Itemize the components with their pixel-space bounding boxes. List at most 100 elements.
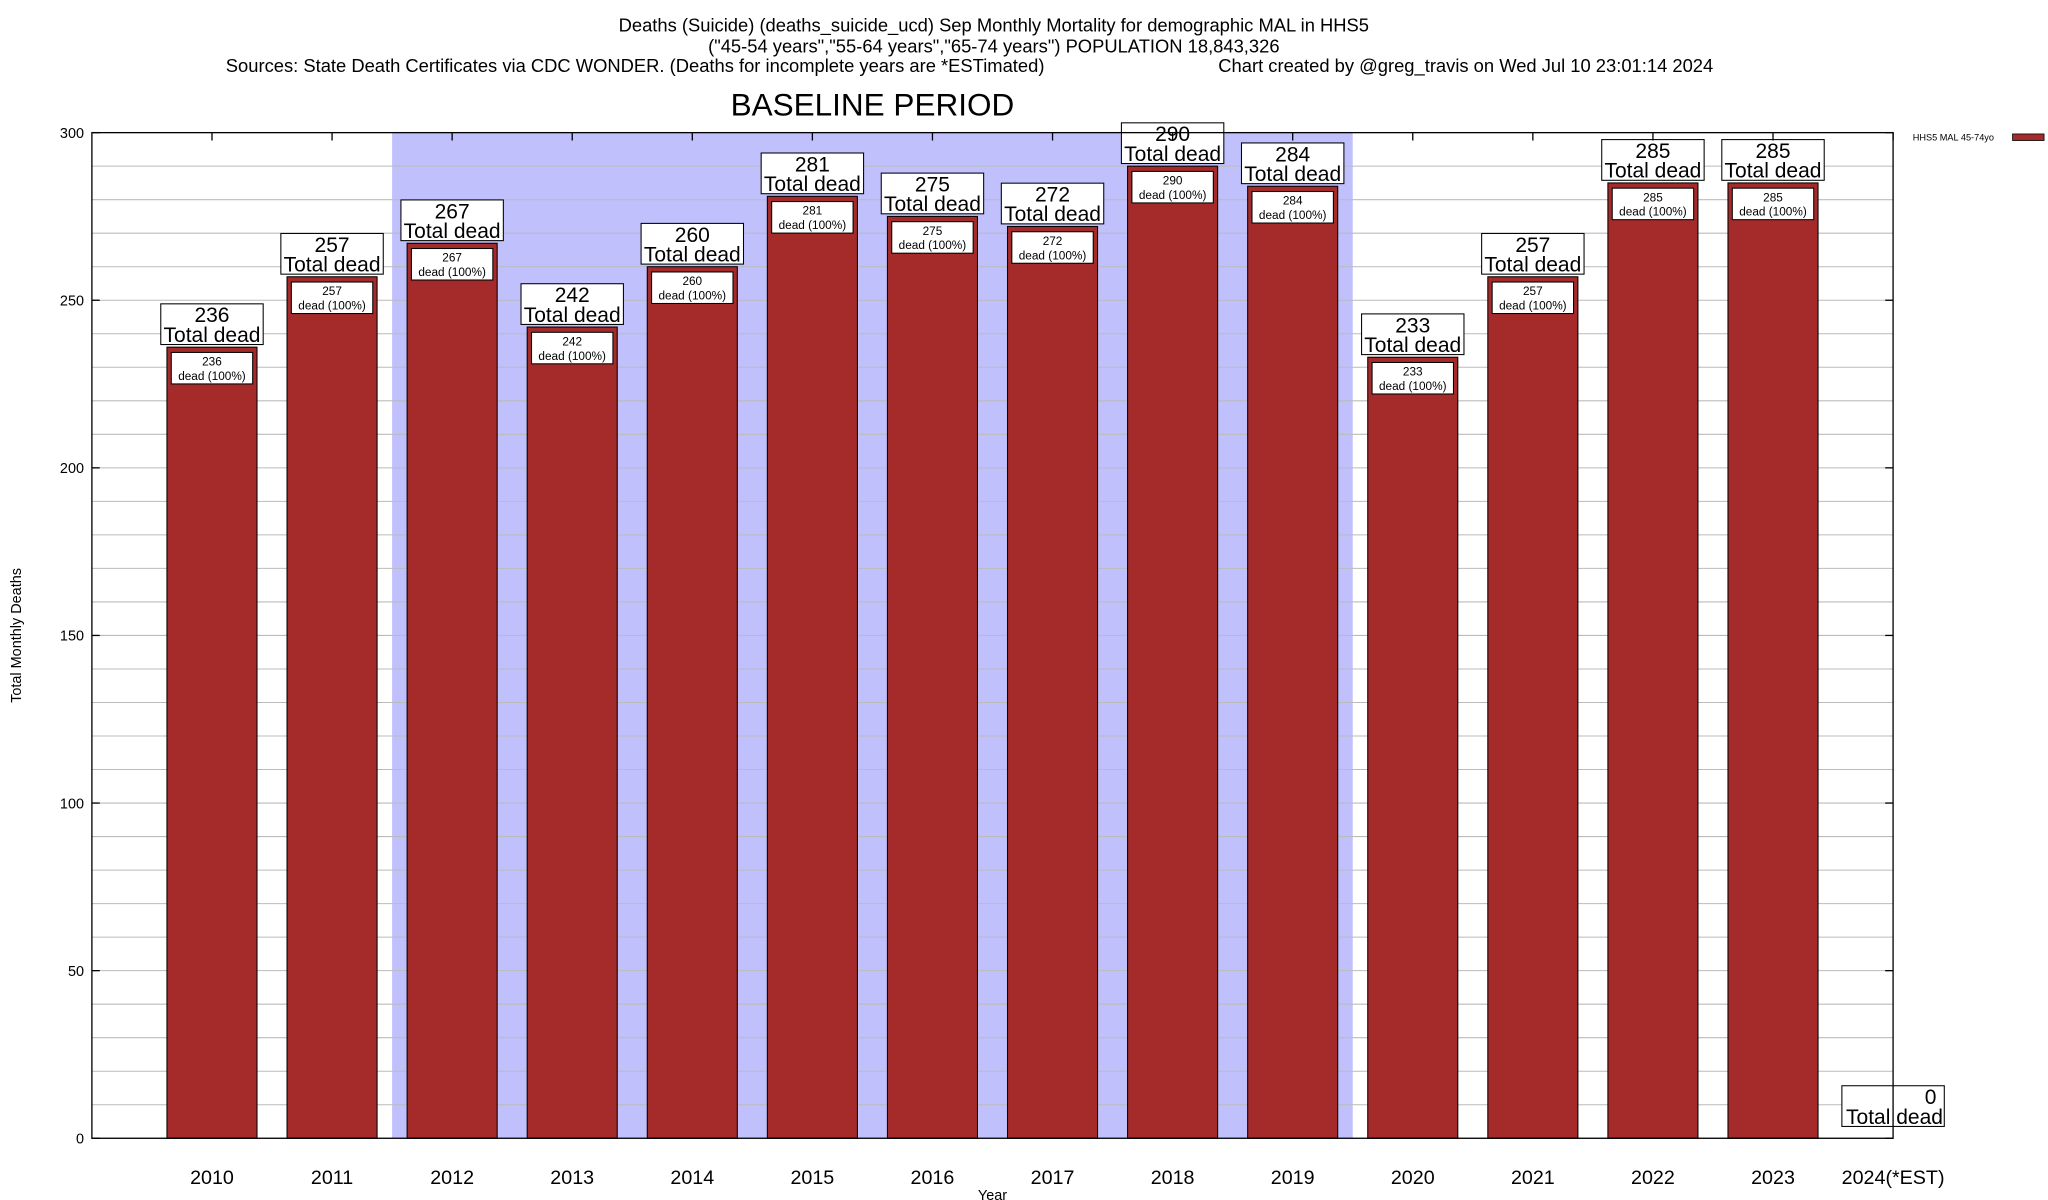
bar [1006, 225, 1099, 1139]
bar-top-value: 284 [1275, 143, 1310, 166]
bar-inner-label-box [410, 247, 494, 281]
bar-top-value: 0 [1925, 1086, 1937, 1109]
bar-inner-label: dead (100%) [779, 218, 847, 232]
x-tick-label: 2014 [670, 1167, 714, 1189]
bar-top-label-box [400, 199, 504, 242]
bar-inner-label-box [651, 271, 734, 305]
bar-inner-label: dead (100%) [1139, 188, 1207, 202]
bar-top-label-box [520, 283, 624, 325]
plot-border [91, 131, 1894, 1139]
bar-top-label-box [1000, 182, 1105, 225]
bar-inner-label-box [1251, 190, 1334, 224]
bar-top-label: Total dead [1484, 254, 1581, 277]
bar-top-label: Total dead [1846, 1106, 1943, 1129]
bar-inner-label: dead (100%) [1259, 208, 1327, 222]
bar-top-label: Total dead [1364, 334, 1461, 357]
bar [1367, 356, 1459, 1139]
bar-top-value: 257 [1515, 234, 1550, 257]
bar-top-label-box [1240, 142, 1345, 185]
bar-top-label-box [1721, 139, 1825, 181]
y-tick-label: 150 [60, 629, 84, 645]
legend-swatch [2012, 133, 2045, 141]
bar [886, 215, 979, 1139]
chart-sources: Sources: State Death Certificates via CD… [226, 55, 1045, 76]
bar-inner-label-box [1371, 361, 1454, 395]
bar [1487, 276, 1579, 1139]
bar [526, 326, 618, 1139]
bar-inner-label-box [170, 351, 254, 385]
bar-inner-value: 242 [562, 334, 582, 348]
bar-top-label: Total dead [1004, 203, 1101, 226]
bar-inner-label: dead (100%) [178, 369, 246, 383]
bar-inner-label-box [290, 281, 374, 315]
bar-top-value: 285 [1755, 140, 1790, 163]
bar-inner-value: 285 [1643, 190, 1663, 204]
bar-inner-value: 284 [1283, 194, 1303, 208]
bar-top-label: Total dead [524, 304, 621, 327]
bar-inner-label-box [891, 221, 974, 254]
bar-top-label-box [1601, 139, 1705, 181]
bar-inner-label: dead (100%) [298, 299, 366, 313]
x-tick-label: 2015 [790, 1167, 834, 1189]
x-tick-label: 2024(*EST) [1842, 1167, 1945, 1189]
bar-top-label: Total dead [1124, 143, 1221, 166]
chart-credit: Chart created by @greg_travis on Wed Jul… [1218, 55, 1713, 77]
x-tick-label: 2018 [1151, 1167, 1195, 1189]
bar-inner-value: 260 [682, 274, 702, 288]
chart-title-line-1: Deaths (Suicide) (deaths_suicide_ucd) Se… [619, 15, 1369, 37]
y-tick-label: 0 [76, 1132, 84, 1148]
bar-inner-label-box [771, 201, 854, 234]
y-tick-label: 200 [60, 461, 84, 477]
bar-top-label: Total dead [884, 193, 981, 216]
bar-inner-label-box [1131, 170, 1214, 204]
x-tick-label: 2010 [190, 1167, 234, 1189]
bar-inner-value: 267 [442, 251, 462, 265]
bar-top-label: Total dead [644, 243, 741, 266]
bar-top-value: 281 [795, 153, 830, 176]
bar-top-value: 285 [1635, 140, 1670, 163]
bar-inner-value: 275 [923, 224, 943, 238]
x-tick-label: 2017 [1031, 1167, 1075, 1189]
bar-inner-label: dead (100%) [538, 349, 606, 363]
y-tick-label: 100 [60, 796, 84, 812]
bar-top-label: Total dead [284, 254, 381, 277]
bar-inner-value: 272 [1043, 234, 1063, 248]
bar-top-label-box [280, 232, 384, 275]
x-axis-label: Year [978, 1188, 1007, 1200]
bar-inner-label-box [530, 331, 614, 365]
bar-top-value: 257 [315, 234, 350, 257]
bar-top-label: Total dead [1725, 160, 1822, 183]
bar-top-label-box [1120, 122, 1225, 165]
bar-top-value: 236 [194, 304, 229, 327]
bar-inner-value: 285 [1763, 190, 1783, 204]
bar-top-label: Total dead [404, 220, 501, 243]
x-tick-label: 2012 [430, 1167, 474, 1189]
x-tick-label: 2016 [911, 1167, 955, 1189]
bar [1727, 182, 1819, 1139]
y-tick-label: 250 [60, 293, 84, 309]
bar-inner-value: 257 [322, 284, 342, 298]
bar-inner-value: 236 [202, 355, 222, 369]
y-tick-label: 300 [60, 126, 84, 142]
bar-inner-label: dead (100%) [1019, 248, 1087, 262]
bar-inner-value: 257 [1523, 284, 1543, 298]
bar-top-label: Total dead [764, 173, 861, 196]
bar [406, 242, 498, 1139]
x-tick-label: 2019 [1271, 1167, 1315, 1189]
y-axis-label: Total Monthly Deaths [9, 568, 25, 703]
bar-top-label-box [1361, 313, 1465, 356]
bar-top-label-box [640, 222, 745, 265]
bar-inner-value: 281 [803, 204, 823, 218]
bar [1247, 185, 1339, 1139]
y-tick-label: 50 [68, 964, 84, 980]
bar-top-label-box [880, 172, 985, 215]
bar [646, 266, 738, 1139]
bar-top-label-box [760, 152, 865, 195]
bar-inner-label: dead (100%) [418, 265, 486, 279]
bar-top-label-box [1481, 232, 1585, 275]
bar-top-value: 267 [435, 200, 470, 223]
bar-inner-label: dead (100%) [1739, 205, 1807, 219]
bar-top-label: Total dead [1244, 163, 1341, 186]
